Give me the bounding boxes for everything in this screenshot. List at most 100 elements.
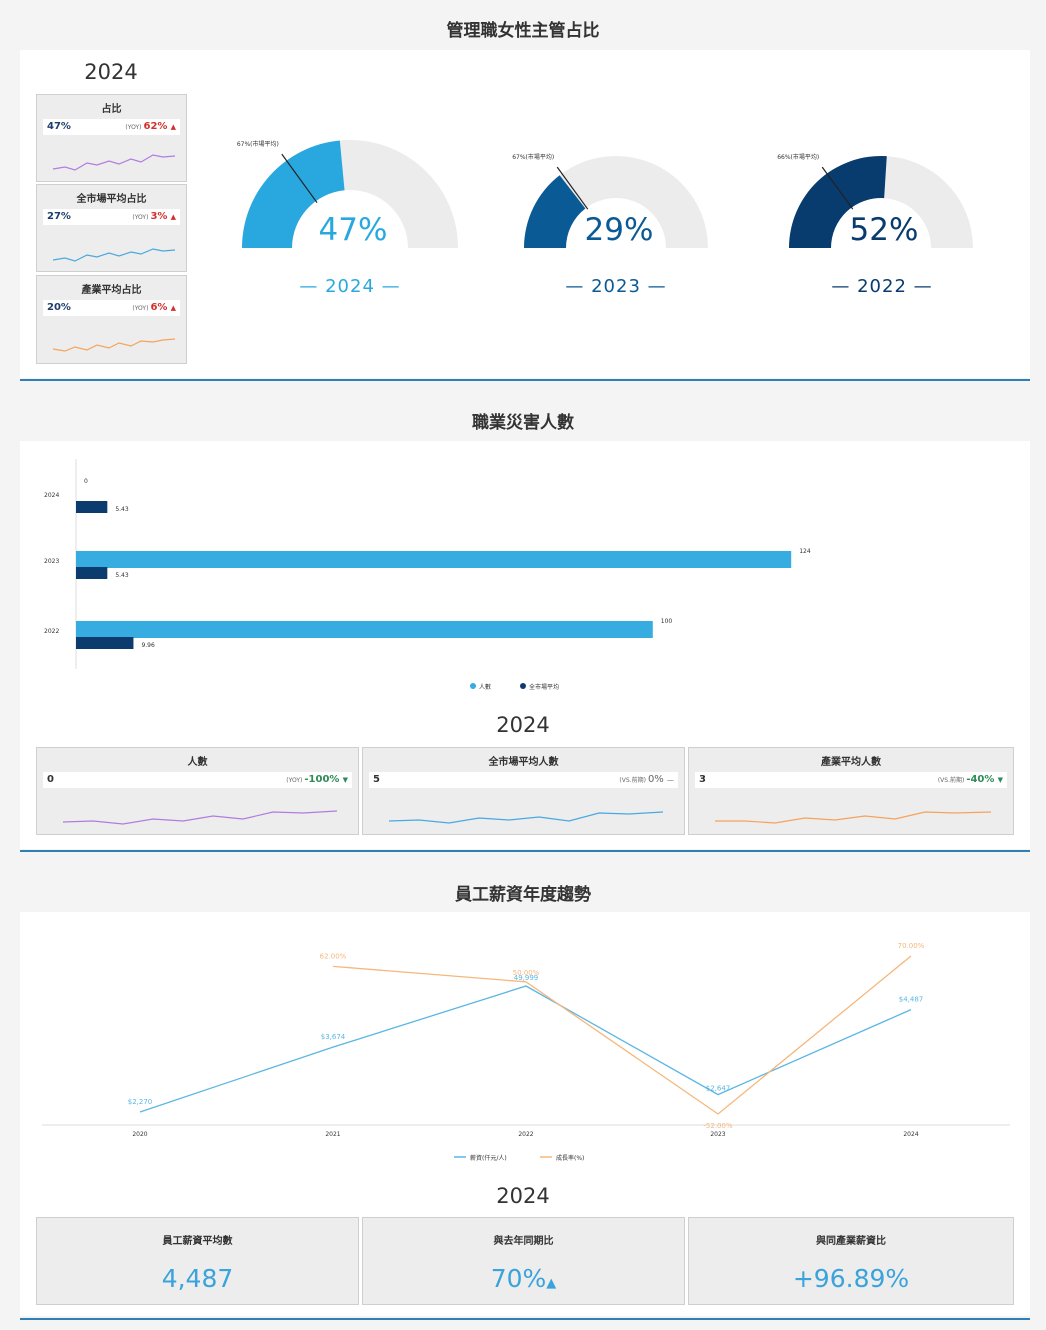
line-series [139, 985, 912, 1113]
kpi-value: 70% [490, 1264, 547, 1293]
data-label: $2,647 [706, 1085, 731, 1093]
kpi-title: 占比 [101, 104, 122, 115]
legend-label: 薪資(仟元/人) [470, 1154, 507, 1162]
divider [20, 850, 1030, 852]
x-tick-label: 2022 [518, 1131, 533, 1138]
kpi-value: +96.89% [792, 1264, 910, 1293]
data-label: -52.00% [703, 1122, 733, 1130]
kpi-title: 全市場平均人數 [488, 757, 559, 768]
gauge-fill [242, 140, 345, 248]
gauge-marker [281, 153, 318, 204]
gauge-year-2024: — 2024 — [299, 276, 401, 297]
kpi-title: 員工薪資平均數 [162, 1236, 233, 1247]
divider [20, 1318, 1030, 1320]
legend-label: 人數 [479, 683, 491, 691]
kpi-yoy-label: (VS.前期) [937, 777, 965, 784]
section2-title: 職業災害人數 [472, 413, 574, 433]
section2-year: 2024 [496, 713, 550, 737]
gauge-marker-label: 67%(市場平均) [237, 140, 279, 148]
legend-marker [520, 683, 526, 689]
kpi-value: 4,487 [161, 1264, 234, 1293]
bar-label: 9.96 [141, 642, 155, 649]
bar [76, 621, 653, 638]
gauge-marker-label: 66%(市場平均) [777, 153, 819, 161]
kpi-title: 與同產業薪資比 [816, 1236, 886, 1247]
section3-title: 員工薪資年度趨勢 [455, 885, 591, 905]
up-arrow-icon: ▲ [170, 123, 176, 131]
gauge-value: 52% [850, 212, 919, 248]
gauge-value: 29% [585, 212, 654, 248]
x-tick-label: 2021 [325, 1131, 340, 1138]
bar [76, 501, 108, 513]
up-arrow-icon: ▲ [170, 213, 176, 221]
x-tick-label: 2023 [710, 1131, 725, 1138]
kpi-card-industry-salary: 與同產業薪資比 +96.89% [688, 1217, 1014, 1305]
data-label: 50.00% [513, 969, 540, 977]
kpi-value: 47% [47, 121, 71, 132]
data-label: $3,674 [321, 1033, 346, 1041]
gauge-year-2022: — 2022 — [831, 276, 933, 297]
kpi-yoy-value: 62% [143, 121, 168, 132]
data-label: $2,270 [128, 1098, 153, 1106]
kpi-title: 產業平均人數 [821, 757, 881, 768]
data-label: 49,999 [514, 974, 539, 982]
kpi-value: 5 [373, 774, 380, 785]
category-label: 2022 [44, 628, 59, 635]
data-label: 70.00% [898, 942, 925, 950]
gauge-fill [524, 175, 586, 248]
gauge-fill [789, 155, 887, 248]
gauge-2022: 66%(市場平均) 52% [777, 153, 973, 248]
bar-label: 100 [661, 618, 673, 625]
kpi-yoy-value: 0% [647, 774, 664, 785]
category-label: 2023 [44, 558, 59, 565]
kpi-card-market-ratio: 全市場平均占比 27% (YOY) 3% ▲ [36, 184, 187, 272]
kpi-yoy-label: (VS.前期) [619, 777, 646, 784]
bar-label: 5.43 [115, 572, 129, 579]
gauge-2023: 67%(市場平均) 29% [512, 153, 708, 248]
kpi-card-injury-count: 人數 0 (YOY) -100% ▼ [36, 747, 359, 835]
kpi-yoy-label: (YOY) [125, 124, 142, 131]
flat-arrow-icon: — [667, 776, 674, 784]
divider [20, 379, 1030, 381]
legend-label: 成長率(%) [556, 1154, 584, 1162]
data-label: $4,487 [899, 996, 924, 1004]
kpi-card-yoy: 與去年同期比 70%▲ [362, 1217, 685, 1305]
sparkline [388, 811, 664, 824]
up-arrow-icon: ▲ [170, 304, 176, 312]
x-tick-label: 2020 [132, 1131, 147, 1138]
bar-label: 5.43 [115, 506, 129, 513]
up-arrow-icon: ▲ [546, 1276, 557, 1291]
category-label: 2024 [44, 492, 59, 499]
kpi-yoy-value: -40% [966, 774, 995, 785]
section1-year: 2024 [84, 60, 138, 84]
kpi-title: 全市場平均占比 [76, 194, 147, 205]
kpi-title: 人數 [187, 757, 208, 768]
bar [76, 567, 108, 579]
injury-bar-chart: 2024 0 5.43 2023 124 5.43 2022 100 9.96 人數 全市場平均 [44, 459, 811, 691]
section1-panel [20, 50, 1030, 378]
kpi-card-industry-injury: 產業平均人數 3 (VS.前期) -40% ▼ [688, 747, 1014, 835]
line-series [332, 955, 912, 1115]
bar-label: 124 [799, 548, 811, 555]
gauge-marker [556, 166, 589, 210]
x-tick-label: 2024 [903, 1131, 918, 1138]
kpi-yoy-value: 6% [150, 302, 168, 313]
gauge-marker-label: 67%(市場平均) [512, 153, 554, 161]
data-label: 62.00% [320, 952, 347, 960]
legend-label: 全市場平均 [529, 683, 559, 691]
bar [76, 551, 792, 568]
sparkline [52, 154, 176, 171]
legend-marker [470, 683, 476, 689]
kpi-yoy-label: (YOY) [132, 305, 149, 312]
gauge-year-2023: — 2023 — [565, 276, 667, 297]
sparkline [715, 811, 992, 824]
kpi-value: 0 [47, 774, 54, 785]
kpi-card-ratio: 占比 47% (YOY) 62% ▲ [36, 94, 187, 182]
kpi-yoy-value: 3% [150, 211, 168, 222]
kpi-card-avg-salary: 員工薪資平均數 4,487 [36, 1217, 359, 1305]
sparkline [52, 338, 176, 352]
kpi-value: 27% [47, 211, 71, 222]
sparkline [52, 248, 176, 262]
gauge-marker [821, 166, 854, 210]
gauge-value: 47% [319, 212, 388, 248]
